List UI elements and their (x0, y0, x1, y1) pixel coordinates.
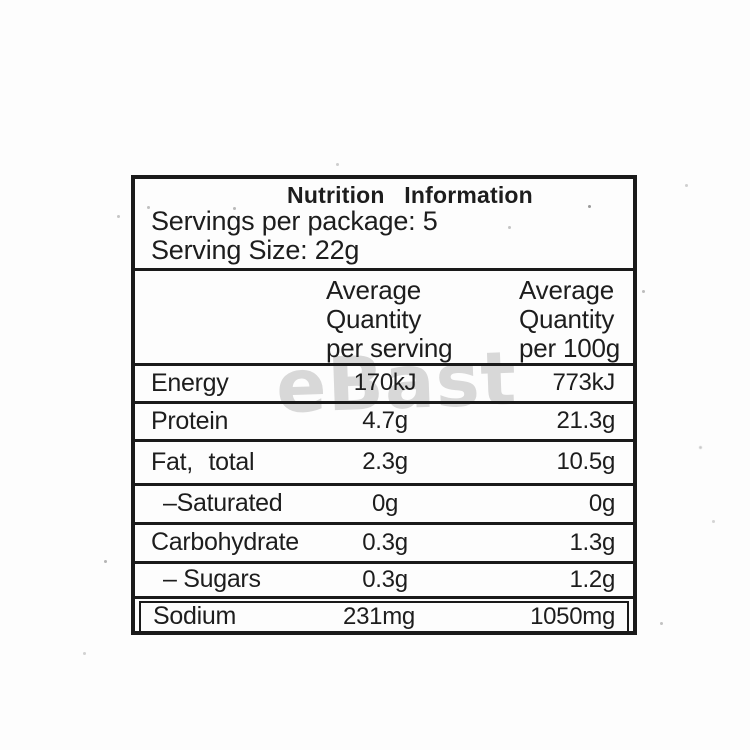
value-per-serving: 231mg (343, 603, 415, 630)
table-row-carbohydrate: Carbohydrate 0.3g 1.3g (135, 525, 633, 564)
value-per-serving: 0.3g (362, 566, 408, 593)
nutrient-name: Sodium (153, 602, 236, 630)
serving-size: Serving Size: 22g (151, 235, 360, 265)
column-header-line: per serving (326, 333, 453, 363)
nutrient-name: – Sugars (163, 565, 261, 593)
value-per-serving: 4.7g (362, 407, 408, 434)
table-row-protein: Protein 4.7g 21.3g (135, 404, 633, 442)
column-header-section: Average Quantity per serving Average Qua… (135, 271, 633, 366)
value-per-serving: 170kJ (353, 369, 417, 396)
column-header-line: Quantity (519, 304, 615, 334)
nutrient-name: Carbohydrate (151, 528, 299, 556)
value-per-serving: 0g (371, 490, 399, 517)
column-header-line: Quantity (326, 304, 422, 334)
column-header-per-100g: Average Quantity per 100g (519, 276, 620, 363)
nutrient-name: Fat, total (151, 448, 255, 476)
value-per-100g: 1.2g (569, 566, 615, 593)
table-row-energy: Energy 170kJ 773kJ (135, 366, 633, 404)
value-per-100g: 0g (588, 490, 615, 517)
table-row-sugars: – Sugars 0.3g 1.2g (135, 564, 633, 599)
value-per-serving: 0.3g (362, 529, 408, 556)
column-header-per-serving: Average Quantity per serving (326, 275, 453, 363)
label-header-section: Nutrition Information Servings per packa… (135, 183, 633, 271)
table-row-fat-total: Fat, total 2.3g 10.5g (135, 442, 633, 486)
nutrition-label: Nutrition Information Servings per packa… (131, 175, 637, 635)
nutrient-name: Energy (151, 369, 229, 397)
value-per-100g: 21.3g (556, 407, 615, 434)
column-header-line: Average (519, 275, 614, 305)
value-per-100g: 773kJ (552, 369, 615, 396)
label-title: Nutrition Information (287, 182, 533, 208)
nutrient-name: Protein (151, 407, 229, 435)
value-per-serving: 2.3g (362, 448, 408, 475)
value-per-100g: 1.3g (569, 529, 615, 556)
servings-per-package: Servings per package: 5 (151, 206, 438, 236)
table-row-sodium-area: Sodium 231mg 1050mg (135, 601, 633, 637)
column-header-line: Average (326, 275, 421, 305)
column-header-line: per 100g (519, 333, 621, 363)
nutrient-name: –Saturated (163, 489, 283, 517)
scan-noise-speckles (0, 0, 3, 3)
table-row-sodium: Sodium 231mg 1050mg (139, 601, 629, 633)
table-row-saturated: –Saturated 0g 0g (135, 486, 633, 525)
value-per-100g: 10.5g (556, 448, 615, 475)
value-per-100g: 1050mg (530, 603, 615, 630)
